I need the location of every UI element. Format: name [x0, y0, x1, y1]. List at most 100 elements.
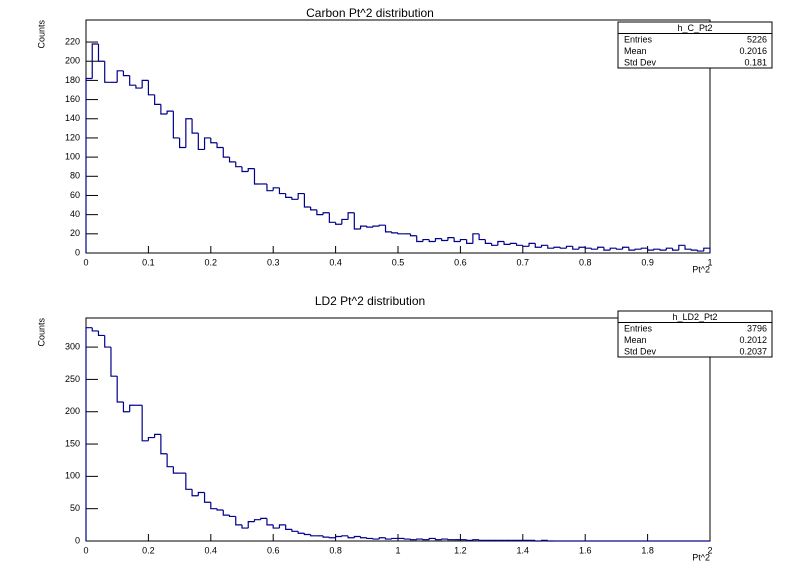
histogram-bin: [466, 539, 473, 541]
y-tick-label: 20: [70, 228, 80, 238]
histogram-bin: [366, 226, 374, 228]
histogram-bin: [478, 539, 486, 541]
histogram-bin: [303, 533, 311, 536]
histogram-bin: [97, 330, 105, 337]
histogram-bin: [540, 244, 548, 248]
histogram-bin: [154, 433, 161, 438]
histogram-bin: [678, 244, 686, 251]
histogram-bin: [278, 524, 286, 529]
histogram-bin: [141, 405, 149, 442]
histogram-bin: [422, 539, 430, 541]
histogram-bin: [353, 212, 361, 230]
histogram-bin: [366, 537, 374, 540]
histogram-bin: [297, 192, 305, 200]
x-tick-label: 2: [707, 545, 712, 555]
histogram-bin: [141, 79, 149, 89]
stats-value: 0.2012: [739, 335, 767, 345]
histogram-bin: [515, 243, 523, 246]
stats-label: Entries: [624, 35, 653, 45]
histogram-bin: [559, 247, 567, 249]
histogram-bin: [534, 540, 542, 542]
histogram-bin: [185, 473, 193, 490]
y-tick-label: 220: [65, 36, 80, 46]
histogram-bin: [291, 529, 299, 532]
histogram-bin: [347, 212, 355, 220]
histogram-bin: [179, 137, 186, 149]
histogram-bin: [372, 225, 380, 228]
histogram-bin: [497, 240, 505, 246]
histogram-bin: [403, 538, 411, 540]
histogram-bin: [154, 94, 161, 105]
histogram-bin: [278, 187, 286, 195]
histogram-bin: [222, 147, 230, 158]
histogram-bin: [384, 225, 392, 233]
histogram-bin: [434, 538, 442, 541]
histogram-bin: [615, 248, 623, 250]
histogram-bin: [491, 243, 498, 246]
histogram-bin: [129, 404, 136, 412]
histogram-bin: [241, 166, 249, 173]
y-tick-label: 50: [70, 503, 80, 513]
histogram-bin: [428, 537, 436, 540]
histogram-bin: [85, 77, 93, 253]
histogram-bin: [104, 335, 111, 348]
histogram-bin: [210, 137, 218, 144]
histogram-bin: [434, 238, 442, 242]
histogram-bin: [228, 515, 236, 518]
x-tick-label: 0.3: [267, 257, 280, 267]
histogram-bin: [422, 238, 430, 242]
histogram-bin: [341, 218, 349, 225]
histogram-bin: [472, 539, 480, 541]
x-tick-label: 1: [395, 545, 400, 555]
histogram-bin: [110, 347, 118, 377]
x-tick-label: 0.1: [142, 257, 155, 267]
histogram-bin: [484, 239, 492, 245]
histogram-bin: [634, 248, 642, 251]
histogram-bin: [441, 538, 448, 540]
histogram-bin: [522, 245, 530, 247]
histogram-bin: [160, 434, 168, 455]
histogram-bin: [210, 502, 218, 510]
y-tick-label: 250: [65, 374, 80, 384]
histogram-bin: [447, 539, 455, 541]
histogram-bin: [235, 161, 242, 168]
stats-value: 0.2037: [739, 347, 767, 357]
histogram-bin: [147, 436, 155, 441]
y-tick-label: 60: [70, 190, 80, 200]
histogram-bin: [147, 80, 155, 96]
histogram-bin: [297, 531, 305, 534]
histogram-bin: [235, 516, 242, 526]
histogram-bin: [609, 247, 617, 251]
stats-name: h_C_Pt2: [677, 23, 712, 33]
x-tick-label: 0.9: [641, 257, 654, 267]
histogram-bin: [378, 537, 386, 540]
histogram-bin: [191, 489, 199, 497]
stats-box: [617, 21, 773, 69]
histogram-bin: [335, 222, 342, 225]
histogram-bin: [347, 535, 355, 539]
histogram-bin: [372, 538, 380, 540]
histogram-bin: [285, 193, 292, 198]
histogram-bin: [359, 536, 367, 539]
histogram-bin: [247, 168, 255, 172]
x-tick-label: 1.8: [641, 545, 654, 555]
y-tick-label: 120: [65, 132, 80, 142]
histogram-bin: [659, 249, 667, 251]
histogram-bin: [578, 246, 586, 250]
histogram-bin: [603, 247, 611, 251]
stats-value: 0.2016: [739, 46, 767, 56]
histogram-bin: [397, 232, 405, 235]
histogram-bin: [266, 518, 274, 526]
histogram-bin: [203, 137, 211, 150]
histogram-bin: [391, 537, 398, 540]
x-tick-label: 1.4: [517, 545, 530, 555]
stats-value: 3796: [747, 324, 767, 334]
histogram-bin: [91, 43, 99, 79]
histogram-bin: [328, 537, 336, 539]
histogram-bin: [322, 212, 330, 215]
y-tick-label: 200: [65, 56, 80, 66]
histogram-bin: [166, 110, 174, 114]
histogram-bin: [122, 70, 130, 77]
histogram-bin: [197, 491, 205, 496]
